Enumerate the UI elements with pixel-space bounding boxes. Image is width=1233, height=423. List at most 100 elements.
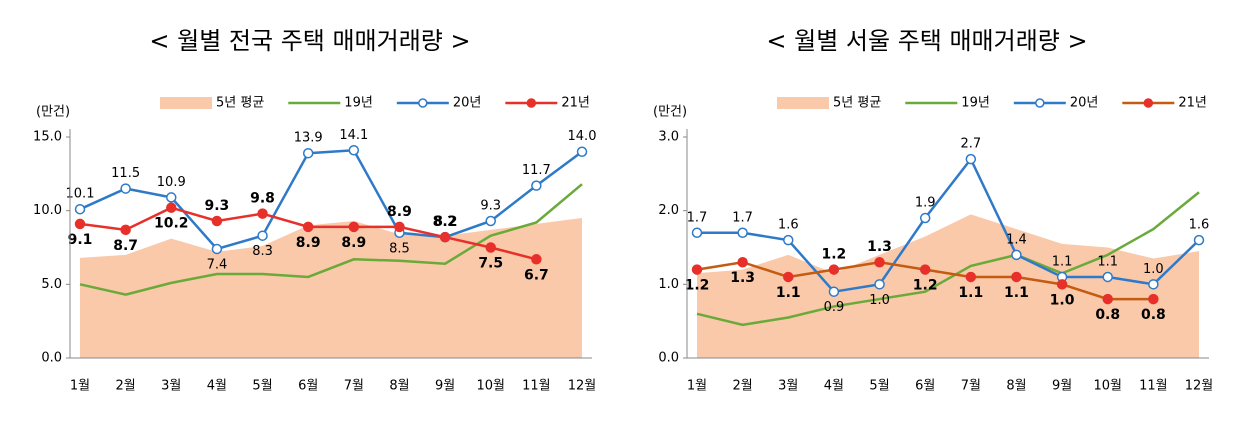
data-label: 8.5 xyxy=(389,241,410,256)
point xyxy=(1148,279,1159,290)
data-label: 1.7 xyxy=(732,210,753,225)
point xyxy=(737,227,748,239)
x-tick-label: 1월 xyxy=(687,379,707,394)
x-tick-label: 7월 xyxy=(344,379,364,394)
x-tick-label: 8월 xyxy=(389,379,409,394)
data-label: 8.3 xyxy=(252,244,273,259)
data-label: 1.0 xyxy=(1050,292,1075,308)
x-tick-label: 3월 xyxy=(778,379,798,394)
data-label: 10.2 xyxy=(154,216,189,232)
x-tick-label: 1월 xyxy=(70,379,90,394)
data-label: 1.2 xyxy=(685,278,710,294)
data-label: 10.9 xyxy=(157,175,186,190)
data-label: 1.1 xyxy=(1097,254,1118,269)
data-label: 14.0 xyxy=(568,129,597,144)
x-tick-label: 2월 xyxy=(116,379,136,394)
point xyxy=(120,183,131,194)
point xyxy=(874,256,885,268)
data-label: 8.9 xyxy=(341,235,366,251)
point xyxy=(1148,293,1159,305)
x-tick-label: 9월 xyxy=(1052,379,1072,394)
point xyxy=(828,286,840,297)
x-tick-label: 7월 xyxy=(961,379,981,394)
data-label: 1.1 xyxy=(776,285,801,301)
data-label: 10.1 xyxy=(66,187,95,202)
data-label: 8.9 xyxy=(387,204,412,220)
legend-marker xyxy=(418,98,428,108)
data-label: 14.1 xyxy=(339,128,368,143)
point xyxy=(348,145,360,156)
legend-label: 5년 평균 xyxy=(216,96,264,111)
data-label: 1.3 xyxy=(867,239,892,255)
data-label: 1.0 xyxy=(1143,262,1164,277)
data-label: 1.2 xyxy=(913,278,938,294)
point xyxy=(348,221,360,233)
legend-label: 21년 xyxy=(1178,96,1207,111)
data-label: 1.4 xyxy=(1006,232,1027,247)
line xyxy=(79,148,583,251)
point xyxy=(485,242,496,253)
x-tick-label: 11월 xyxy=(1139,379,1168,394)
legend-label: 5년 평균 xyxy=(833,96,881,111)
point xyxy=(166,202,177,213)
y-tick-label: 15.0 xyxy=(33,130,62,145)
point xyxy=(120,224,131,236)
data-label: 1.1 xyxy=(1004,285,1029,301)
legend-swatch xyxy=(777,97,829,109)
legend-label: 19년 xyxy=(344,96,373,111)
data-label: 8.9 xyxy=(296,235,321,251)
point xyxy=(919,212,931,224)
point xyxy=(485,215,496,227)
point xyxy=(1102,293,1113,305)
point xyxy=(1011,249,1022,261)
data-label: 2.7 xyxy=(960,137,981,152)
y-axis-label: (만건) xyxy=(653,105,687,120)
y-tick-label: 10.0 xyxy=(33,203,62,218)
data-label: 9.3 xyxy=(480,198,501,213)
x-tick-label: 2월 xyxy=(733,379,753,394)
point xyxy=(531,254,542,265)
data-label: 9.3 xyxy=(205,198,230,214)
y-tick-label: 1.0 xyxy=(658,277,679,292)
point xyxy=(302,147,314,159)
chart-title: < 월별 전국 주택 매매거래량 > xyxy=(149,27,470,55)
point xyxy=(576,146,588,157)
data-label: 11.7 xyxy=(522,163,551,178)
data-label: 9.8 xyxy=(250,191,275,207)
legend-label: 20년 xyxy=(1070,96,1099,111)
data-label: 8.2 xyxy=(433,214,458,230)
x-tick-label: 10월 xyxy=(476,379,505,394)
point xyxy=(166,192,177,203)
line xyxy=(79,183,583,296)
data-label: 1.2 xyxy=(822,247,847,263)
legend-label: 20년 xyxy=(453,96,482,111)
data-label: 1.1 xyxy=(1052,254,1073,269)
data-label: 1.1 xyxy=(958,285,983,301)
legend-marker xyxy=(1035,98,1045,108)
legend-marker xyxy=(526,98,537,108)
point xyxy=(783,234,794,246)
point xyxy=(737,256,748,268)
data-label: 0.9 xyxy=(824,300,845,315)
x-tick-label: 12월 xyxy=(1185,379,1214,394)
data-label: 0.8 xyxy=(1141,307,1166,323)
data-label: 1.6 xyxy=(1189,218,1210,233)
y-tick-label: 0.0 xyxy=(41,351,62,366)
y-axis-label: (만건) xyxy=(36,105,70,120)
x-tick-label: 6월 xyxy=(915,379,935,394)
point xyxy=(302,221,314,233)
point xyxy=(828,264,840,275)
x-tick-label: 5월 xyxy=(252,379,272,394)
legend-swatch xyxy=(160,97,212,109)
data-label: 1.3 xyxy=(730,270,755,286)
point xyxy=(211,243,223,255)
point xyxy=(965,271,977,283)
legend-marker xyxy=(1143,98,1154,108)
area xyxy=(697,214,1199,358)
x-tick-label: 4월 xyxy=(824,379,844,394)
point xyxy=(1011,271,1022,283)
legend-label: 21년 xyxy=(561,96,590,111)
data-label: 1.7 xyxy=(687,210,708,225)
y-tick-label: 0.0 xyxy=(658,351,679,366)
